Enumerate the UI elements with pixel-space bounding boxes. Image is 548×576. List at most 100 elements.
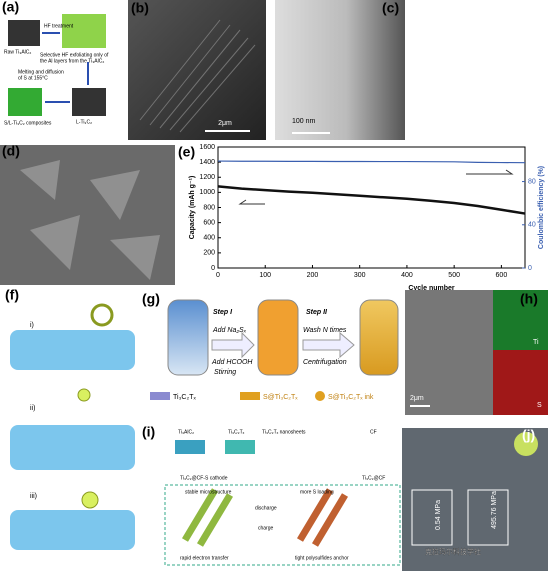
label: 495.76 MPa <box>491 491 498 529</box>
panel-label: (f) <box>5 287 19 303</box>
vial <box>359 299 399 376</box>
y-tick-label: 1000 <box>199 189 215 196</box>
x-tick-label: 600 <box>496 272 508 279</box>
x-axis-label: Cycle number <box>408 285 455 292</box>
panel-label: (j) <box>522 427 535 443</box>
atom-layer <box>10 330 135 550</box>
panel-b: 2μm (b) <box>128 0 266 140</box>
y2-tick-label: 80 <box>528 178 536 185</box>
frame <box>411 489 453 546</box>
panel-label: (e) <box>178 144 195 160</box>
label: Step II <box>306 309 328 316</box>
frame <box>467 489 509 546</box>
scale-label: 2μm <box>410 395 424 402</box>
x-tick-label: 100 <box>259 272 271 279</box>
label: tight polysulfides anchor <box>295 555 349 561</box>
arrow <box>302 331 355 359</box>
label: i) <box>30 322 34 329</box>
label: Wash N times <box>303 327 347 334</box>
label: S <box>537 402 542 409</box>
legend-label: Ti₃C₂Tₓ <box>173 394 196 401</box>
annotation-arrow <box>238 199 265 205</box>
panel-label: (i) <box>142 424 155 440</box>
panel-label: (c) <box>382 0 399 16</box>
legend-swatch <box>240 392 260 400</box>
y-tick-label: 600 <box>203 219 215 226</box>
texture <box>20 160 160 280</box>
legend-label: S@Ti₃C₂Tₓ ink <box>328 394 374 401</box>
y2-tick-label: 0 <box>528 265 532 272</box>
label: Ti₃C₂Tₓ <box>228 429 245 435</box>
block <box>225 440 255 454</box>
label: Ti₃C₂@CF <box>362 475 385 481</box>
annotation-arrow <box>466 169 514 175</box>
y-tick-label: 800 <box>203 204 215 211</box>
legend-swatch <box>150 392 170 400</box>
x-tick-label: 300 <box>354 272 366 279</box>
label: HF treatment <box>44 23 74 29</box>
x-tick-label: 400 <box>401 272 413 279</box>
block <box>175 440 205 454</box>
y-tick-label: 400 <box>203 235 215 242</box>
vial <box>167 299 209 376</box>
label: S/L-Ti₃C₂ composites <box>4 120 52 126</box>
y-tick-label: 1600 <box>199 144 215 151</box>
y-axis-label: Capacity (mAh g⁻¹) <box>189 176 196 240</box>
label: the Al layers from the Ti₃AlC₂ <box>40 58 104 64</box>
panel-f: (f) i) ii) iii) <box>5 287 135 550</box>
eds-map <box>493 290 548 350</box>
sulfur-cluster <box>77 303 114 509</box>
y-tick-label: 1400 <box>199 159 215 166</box>
label: Ti₃C₂Tₓ nanosheets <box>262 429 306 435</box>
legend-swatch <box>315 391 325 401</box>
label: of S at 155°C <box>18 75 48 81</box>
label: stable microstructure <box>185 489 232 495</box>
y-tick-label: 1200 <box>199 174 215 181</box>
label: Ti₃C₂@CF-S cathode <box>180 475 228 481</box>
y2-axis-label: Coulombic efficiency (%) <box>538 166 545 249</box>
layer-stack <box>62 14 106 48</box>
vial <box>257 299 299 376</box>
y2-tick-label: 40 <box>528 222 536 229</box>
label: rapid electron transfer <box>180 555 229 561</box>
label: Centrifugation <box>303 359 347 366</box>
y-tick-label: 200 <box>203 250 215 257</box>
panel-label: (h) <box>520 291 538 307</box>
inset <box>514 432 538 456</box>
arrow <box>211 331 255 359</box>
label: Melting and diffusion <box>18 69 64 75</box>
label: Ti₃AlC₂ <box>178 429 194 435</box>
x-tick-label: 0 <box>216 272 220 279</box>
label: Ti <box>533 339 539 346</box>
panel-j: 0.54 MPa 495.76 MPa (j) 克拉玛尔科技学社 <box>402 427 548 571</box>
panel-d: (d) <box>0 143 175 285</box>
x-tick-label: 200 <box>307 272 319 279</box>
label: Stirring <box>214 369 236 376</box>
label: Add Na₂Sₓ <box>212 327 247 334</box>
background <box>405 0 548 140</box>
panel-label: (b) <box>131 0 149 16</box>
label: L-Ti₃C₂ <box>76 119 92 125</box>
frame <box>164 484 401 566</box>
label: Add HCOOH <box>211 359 253 366</box>
plot-frame <box>217 146 526 269</box>
layer-stack <box>8 88 42 116</box>
panel-label: (a) <box>2 0 19 15</box>
label: Selective HF exfoliating only of <box>40 52 109 58</box>
label: iii) <box>30 493 37 500</box>
watermark: 克拉玛尔科技学社 <box>425 547 481 556</box>
legend-label: S@Ti₃C₂Tₓ <box>263 394 298 401</box>
texture <box>139 19 256 133</box>
panel-a: (a) Raw Ti₃AlC₂ HF treatment Selective H… <box>2 0 109 126</box>
panel-e: (e) 0 100 200 300 400 500 600 0 200 400 600 800 1000… <box>178 144 545 292</box>
series-line <box>217 185 526 215</box>
label: more S loading <box>300 489 334 495</box>
scale-label: 2μm <box>218 120 232 127</box>
panel-g: (g) Step I Add Na₂Sₓ Add HCOOH Stirring … <box>142 291 399 401</box>
label: charge <box>258 525 274 531</box>
sem-image <box>405 290 493 415</box>
fiber <box>181 488 234 547</box>
x-tick-label: 500 <box>448 272 460 279</box>
